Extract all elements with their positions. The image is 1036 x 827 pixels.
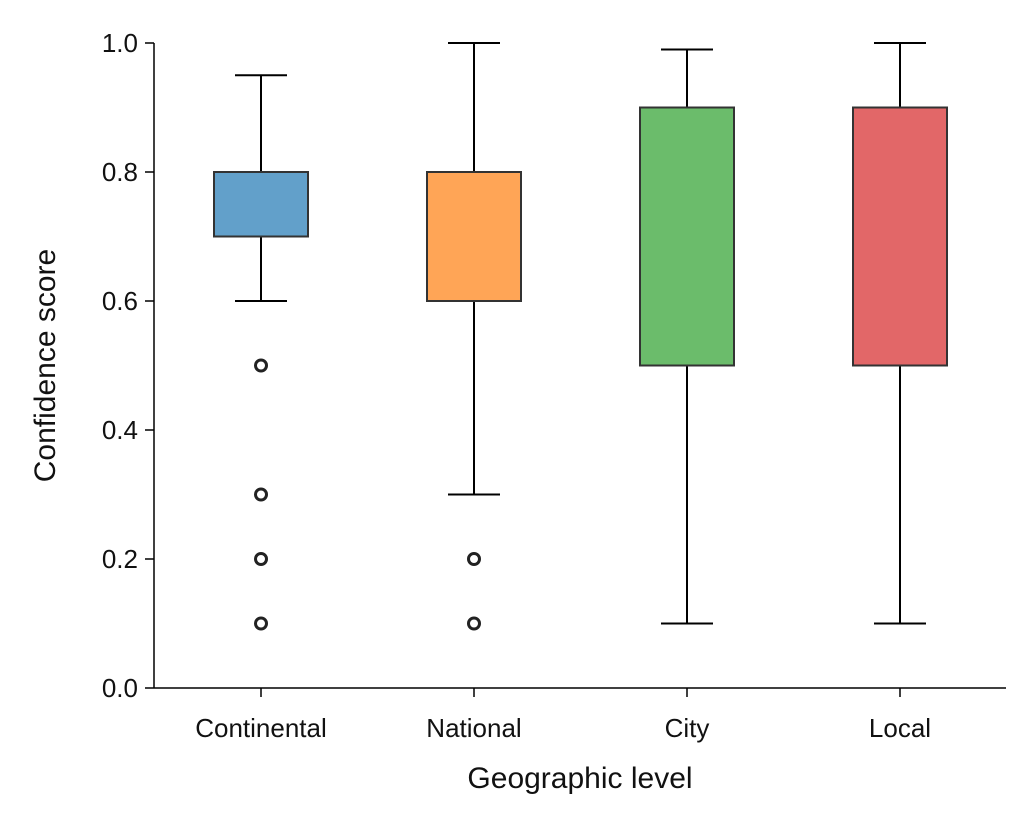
y-tick-label: 0.2 bbox=[102, 544, 138, 574]
x-tick-label: City bbox=[665, 713, 710, 743]
axes bbox=[153, 43, 1006, 689]
x-axis-label: Geographic level bbox=[467, 762, 692, 795]
outlier-point bbox=[467, 616, 481, 631]
y-tick-label: 0.8 bbox=[102, 157, 138, 187]
outlier-point bbox=[254, 358, 268, 373]
boxes bbox=[213, 42, 948, 631]
box bbox=[639, 106, 735, 367]
x-tick-label: Local bbox=[869, 713, 931, 743]
box-group-city bbox=[639, 48, 735, 625]
x-tick-label: National bbox=[426, 713, 521, 743]
x-tick-label: Continental bbox=[195, 713, 327, 743]
y-tick-label: 0.4 bbox=[102, 415, 138, 445]
box bbox=[426, 171, 522, 302]
x-ticks: Continental National City Local bbox=[195, 688, 931, 743]
y-tick-label: 1.0 bbox=[102, 28, 138, 58]
box-group-local bbox=[852, 42, 948, 625]
box bbox=[852, 106, 948, 367]
outlier-point bbox=[254, 616, 268, 631]
outlier-point bbox=[254, 552, 268, 566]
box bbox=[213, 171, 309, 238]
box-group-continental bbox=[213, 74, 309, 631]
outlier-point bbox=[467, 552, 481, 566]
y-axis-label: Confidence score bbox=[29, 249, 62, 482]
outlier-point bbox=[254, 487, 268, 502]
y-tick-label: 0.6 bbox=[102, 286, 138, 316]
y-tick-label: 0.0 bbox=[102, 673, 138, 703]
y-ticks: 0.0 0.2 0.4 0.6 0.8 1.0 bbox=[102, 28, 154, 703]
box-group-national bbox=[426, 42, 522, 631]
